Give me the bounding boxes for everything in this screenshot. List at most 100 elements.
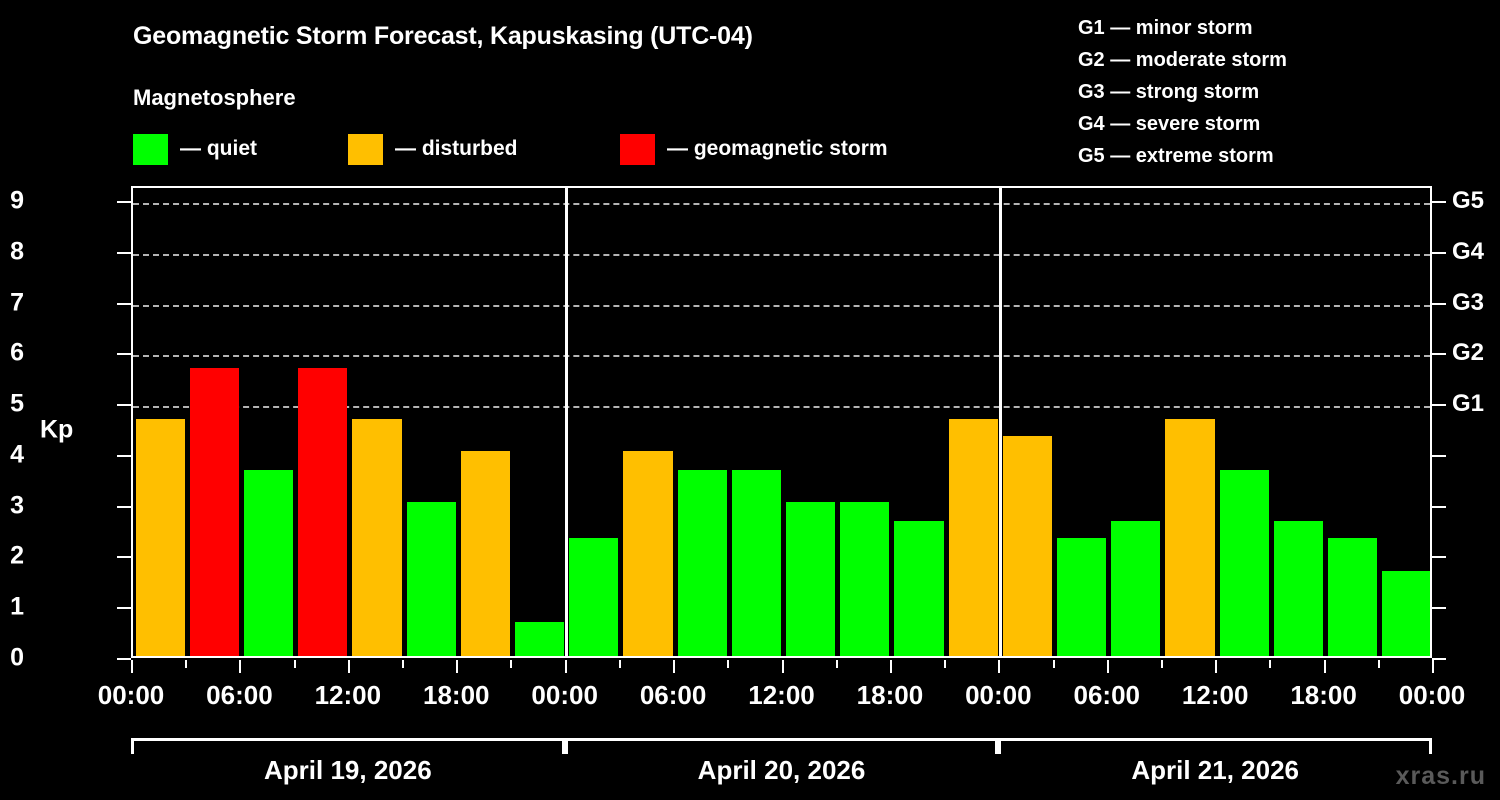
legend-label-quiet: — quiet [180,137,257,160]
g-tick-label-G5: G5 [1452,187,1485,215]
day-separator [998,188,1002,656]
day-label: April 21, 2026 [1131,755,1299,785]
legend-item-quiet: — quiet [133,131,257,167]
bar-kp [1111,520,1161,656]
x-tick-label: 06:00 [206,680,273,710]
bar-kp [1057,537,1107,656]
bar-kp [786,502,836,656]
x-tick-mark-major [347,660,350,673]
x-tick-mark-major [1432,660,1434,673]
x-tick-mark-major [889,660,892,673]
y-tick-mark-2 [117,556,131,559]
watermark: xras.ru [1395,762,1486,790]
bar-kp [677,469,727,656]
g-tick-label-G4: G4 [1452,237,1485,265]
g-tick-label-G2: G2 [1452,339,1485,367]
x-tick-mark-major [673,660,676,673]
x-tick-mark-minor [293,660,296,668]
bar-kp [894,520,944,656]
gridline-kp-6 [133,355,1430,358]
g-axis-minor-tick-1 [1432,607,1446,610]
g-tick-mark-G2 [1432,353,1446,356]
y-tick-mark-1 [117,607,131,610]
legend-item-storm: — geomagnetic storm [620,131,888,167]
bar-kp [460,451,510,656]
x-tick-mark-minor [944,660,947,668]
legend-swatch-storm [620,133,655,165]
bar-kp [406,502,456,656]
g-tick-mark-G4 [1432,251,1446,254]
bar-kp [840,502,890,656]
legend-swatch-disturbed [348,133,383,165]
y-tick-mark-7 [117,302,131,305]
y-tick-mark-6 [117,353,131,356]
y-axis-title: Kp [40,415,74,444]
x-tick-mark-minor [835,660,838,668]
y-tick-label-2: 2 [10,541,24,570]
gridline-kp-9 [133,203,1430,206]
g-tick-label-G1: G1 [1452,390,1485,418]
y-tick-label-6: 6 [10,338,24,367]
bar-kp [243,469,294,656]
legend-heading: Magnetosphere [133,85,296,110]
g-axis-minor-tick-2 [1432,556,1446,559]
x-tick-mark-major [1323,660,1326,673]
x-tick-mark-minor [618,660,621,668]
x-tick-label: 12:00 [748,680,815,710]
bar-kp [189,368,239,656]
x-tick-mark-major [131,660,133,673]
bar-kp [948,419,998,656]
y-tick-label-0: 0 [10,643,24,672]
x-tick-mark-minor [1269,660,1272,668]
g-axis-minor-tick-0 [1432,658,1446,660]
x-tick-mark-minor [185,660,188,668]
x-tick-label: 18:00 [423,680,490,710]
gscale-line-4: G4 — severe storm [1078,113,1261,135]
legend-label-disturbed: — disturbed [395,137,518,160]
x-tick-mark-major [998,660,1001,673]
day-bracket [998,738,1432,754]
gridline-kp-7 [133,304,1430,307]
g-tick-mark-G5 [1432,201,1446,204]
bar-kp [298,368,348,656]
x-tick-mark-minor [727,660,730,668]
bar-kp [569,537,619,656]
x-tick-label: 18:00 [1290,680,1357,710]
page-title: Geomagnetic Storm Forecast, Kapuskasing … [133,22,753,50]
day-label: April 19, 2026 [264,755,432,785]
x-tick-label: 00:00 [531,680,598,710]
g-tick-mark-G3 [1432,302,1446,305]
gscale-line-5: G5 — extreme storm [1078,145,1274,167]
x-tick-mark-minor [1377,660,1380,668]
x-tick-mark-major [1215,660,1218,673]
bar-kp [1382,571,1430,656]
x-tick-label: 06:00 [639,680,707,710]
y-tick-label-3: 3 [10,491,24,520]
x-tick-label: 12:00 [314,680,382,710]
plot-area [131,186,1432,658]
y-tick-mark-0 [117,658,131,660]
gridline-kp-5 [133,406,1430,409]
gscale-line-3: G3 — strong storm [1078,81,1260,103]
x-tick-mark-major [456,660,459,673]
bar-kp [1273,520,1324,656]
y-tick-mark-5 [117,404,131,407]
x-tick-mark-minor [1160,660,1163,668]
bar-kp [1002,436,1053,656]
bar-kp [1219,469,1269,656]
bar-kp [623,451,673,656]
day-label: April 20, 2026 [697,755,866,785]
y-tick-mark-8 [117,251,131,254]
gscale-legend: G1 — minor storm G2 — moderate storm G3 — … [1078,12,1287,172]
y-tick-label-4: 4 [10,440,24,469]
bar-kp [135,419,185,656]
bar-kp [352,419,402,656]
x-tick-mark-major [564,660,567,673]
day-separator [565,188,569,656]
x-tick-mark-minor [510,660,513,668]
legend-swatch-quiet [133,133,168,165]
gscale-line-1: G1 — minor storm [1078,17,1253,39]
legend-label-storm: — geomagnetic storm [667,137,888,160]
g-tick-mark-G1 [1432,404,1446,407]
